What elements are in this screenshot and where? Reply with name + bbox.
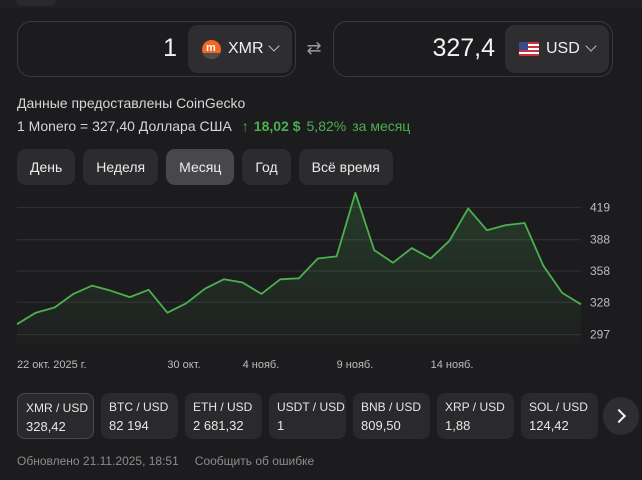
x-tick-label: 4 нояб. [243,359,280,371]
pair-value: 809,50 [361,418,401,433]
from-currency-select[interactable]: m XMR [188,25,292,73]
report-error-link[interactable]: Сообщить об ошибке [194,454,315,468]
y-tick-label: 297 [590,328,610,342]
y-tick-label: 328 [590,295,610,309]
x-tick-label: 14 нояб. [431,359,474,371]
to-converter: 327,4 USD [333,21,613,77]
y-tick-label: 358 [590,264,610,278]
chevron-right-icon[interactable] [603,397,639,435]
rate-change: 18,02 $ [253,118,301,134]
to-currency-select[interactable]: USD [505,25,609,73]
top-strip [0,0,642,8]
rate-period: за месяц [352,118,411,134]
pair-name: ETH / USD [193,400,253,414]
to-currency-label: USD [546,40,580,57]
pair-card[interactable]: ETH / USD 2 681,32 [185,393,262,439]
data-source-text: Данные предоставлены CoinGecko [17,95,246,111]
pair-name: USDT / USD [277,400,345,414]
pair-name: BTC / USD [109,400,169,414]
chevron-down-icon [585,40,597,52]
chart-line [16,192,582,325]
monero-icon: m [202,39,221,59]
chevron-down-icon [268,40,280,52]
rate-percent: 5,82% [306,118,347,134]
pair-card[interactable]: XMR / USD 328,42 [17,393,94,439]
pair-value: 328,42 [26,419,66,434]
y-tick-label: 419 [590,200,610,214]
from-converter: 1 m XMR [17,21,296,77]
pair-value: 2 681,32 [193,418,244,433]
pair-name: BNB / USD [361,400,422,414]
price-chart[interactable]: 419 388 358 328 297 22 окт. 2025 г. 30 окт. 4 … [0,192,642,374]
pair-value: 1 [277,418,285,433]
pair-card[interactable]: XRP / USD 1,88 [437,393,514,439]
y-tick-label: 388 [590,233,610,247]
pair-value: 124,42 [529,418,569,433]
tab-week[interactable]: Неделя [83,149,159,185]
pair-card[interactable]: SOL / USD 124,42 [521,393,598,439]
to-amount-input[interactable]: 327,4 [432,34,495,62]
us-flag-icon [519,42,539,56]
rate-text: 1 Monero = 327,40 Доллара США [17,118,232,134]
tab-all-time[interactable]: Всё время [298,149,393,185]
pair-card[interactable]: BNB / USD 809,50 [353,393,430,439]
from-currency-label: XMR [228,40,264,57]
arrow-up-icon: ↑ [241,118,249,134]
x-tick-label: 9 нояб. [337,359,374,371]
footer: Обновлено 21.11.2025, 18:51 Сообщить об … [17,454,314,468]
updated-text: Обновлено 21.11.2025, 18:51 [17,454,179,468]
x-tick-label: 22 окт. 2025 г. [17,359,87,371]
pair-value: 82 194 [109,418,149,433]
top-tab [16,0,56,6]
tab-day[interactable]: День [17,149,76,185]
swap-arrows-icon[interactable]: ⇄ [306,38,322,58]
pair-name: SOL / USD [529,400,588,414]
rate-line: 1 Monero = 327,40 Доллара США ↑ 18,02 $ … [17,118,410,134]
from-amount-input[interactable]: 1 [163,34,177,62]
chart-area [17,192,581,344]
pair-card[interactable]: USDT / USD 1 [269,393,346,439]
pair-name: XMR / USD [26,401,89,415]
pair-value: 1,88 [445,418,471,433]
x-tick-label: 30 окт. [167,359,200,371]
tab-year[interactable]: Год [242,149,291,185]
period-tabs: День Неделя Месяц Год Всё время [17,149,393,185]
pair-name: XRP / USD [445,400,505,414]
pair-card[interactable]: BTC / USD 82 194 [101,393,178,439]
pairs-list: XMR / USD 328,42 BTC / USD 82 194 ETH / … [17,393,598,439]
tab-month[interactable]: Месяц [166,149,235,185]
